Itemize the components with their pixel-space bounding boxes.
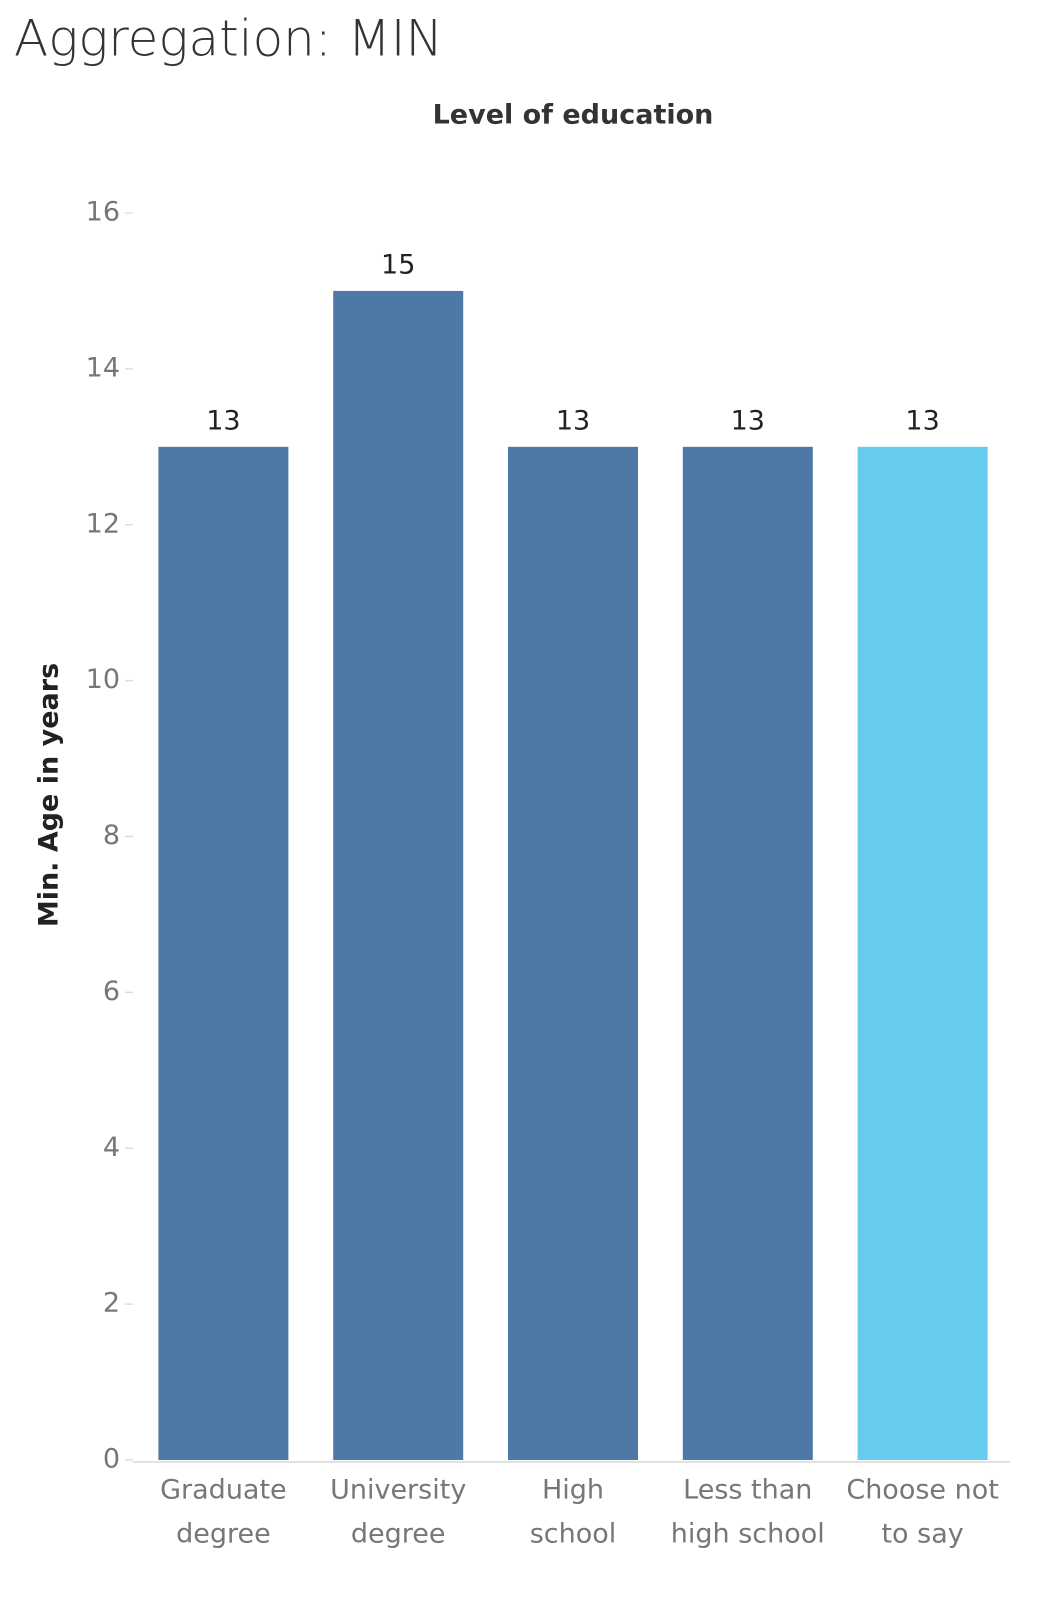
x-tick-label: Choose not [846,1475,998,1506]
x-tick-label: Less than [683,1475,812,1506]
data-label: 13 [206,405,240,436]
x-tick-label: Graduate [160,1475,287,1506]
data-label: 13 [905,405,939,436]
bar [508,446,638,1460]
y-axis-label: Min. Age in years [34,663,65,927]
bar [682,446,813,1460]
bar [857,446,988,1460]
y-tick-label: 6 [103,976,120,1007]
y-tick-label: 4 [103,1132,120,1163]
data-label: 15 [381,249,415,280]
bar [158,446,289,1460]
x-tick-label: University [330,1475,466,1506]
x-tick-label: high school [671,1519,825,1550]
x-tick-label: to say [881,1519,963,1550]
bar [333,290,464,1460]
y-tick-label: 12 [86,508,120,539]
y-tick-label: 0 [103,1444,120,1475]
x-tick-label: High [542,1475,604,1506]
x-tick-label: degree [176,1519,271,1550]
y-tick-label: 2 [103,1288,120,1319]
chart-title: Aggregation: MIN [14,10,443,68]
x-tick-label: school [530,1519,617,1550]
data-label: 13 [731,405,765,436]
y-tick-label: 14 [86,352,120,383]
y-tick-label: 10 [86,664,120,695]
data-label: 13 [556,405,590,436]
x-tick-label: degree [351,1519,446,1550]
chart-subtitle: Level of education [433,100,714,131]
y-tick-label: 16 [86,197,120,228]
y-tick-label: 8 [103,820,120,851]
